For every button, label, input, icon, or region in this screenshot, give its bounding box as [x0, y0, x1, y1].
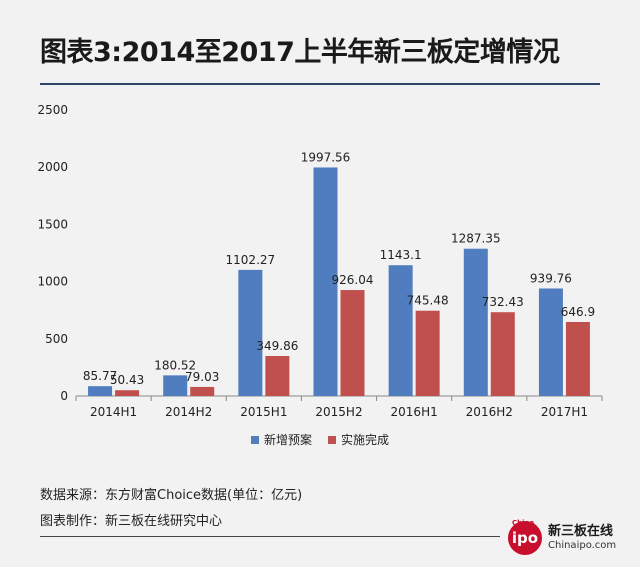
- bar-series-2: [415, 310, 440, 396]
- logo-small-text: China: [512, 519, 535, 527]
- bar-series-1: [388, 265, 413, 396]
- legend-swatch-series-1: [250, 435, 259, 444]
- bar-series-1: [88, 386, 113, 396]
- y-tick-label: 2500: [37, 103, 68, 117]
- y-tick-label: 1000: [37, 275, 68, 289]
- chart-title: 图表3:2014至2017上半年新三板定增情况: [40, 37, 560, 68]
- legend-item-series-2: 实施完成: [328, 431, 389, 448]
- y-tick-label: 0: [60, 389, 68, 403]
- x-tick-label: 2016H2: [466, 405, 513, 419]
- y-tick-label: 500: [45, 332, 68, 346]
- bar-series-1: [463, 248, 488, 396]
- data-label: 79.03: [185, 370, 219, 384]
- data-label: 50.43: [110, 373, 144, 387]
- brand-logo: ipo 新三板在线 Chinaipo.com: [508, 518, 628, 558]
- bar-series-1: [163, 375, 188, 396]
- x-tick-label: 2016H1: [391, 405, 438, 419]
- bar-series-2: [115, 390, 140, 396]
- logo-text: 新三板在线 Chinaipo.com: [548, 524, 617, 551]
- logo-name-cn: 新三板在线: [548, 524, 614, 540]
- bar-series-2: [190, 386, 215, 396]
- y-tick-label: 2000: [37, 160, 68, 174]
- legend-item-series-1: 新增预案: [250, 431, 312, 448]
- data-label: 926.04: [332, 273, 374, 287]
- logo-name-en: Chinaipo.com: [548, 539, 617, 551]
- bar-series-2: [265, 355, 290, 396]
- bar-series-2: [340, 290, 365, 396]
- logo-badge-icon: ipo: [508, 521, 542, 555]
- footer-divider: [40, 536, 500, 537]
- data-label: 1997.56: [301, 150, 351, 164]
- x-tick-label: 2015H2: [315, 405, 362, 419]
- title-divider: [40, 83, 600, 85]
- y-tick-label: 1500: [37, 217, 68, 231]
- data-label: 85.77: [83, 369, 117, 383]
- data-label: 1102.27: [226, 253, 276, 267]
- x-tick-label: 2014H2: [165, 405, 212, 419]
- data-label: 646.9: [561, 305, 595, 319]
- data-label: 1143.1: [380, 248, 422, 262]
- x-tick-label: 2015H1: [240, 405, 287, 419]
- data-label: 745.48: [407, 294, 449, 308]
- legend: 新增预案 实施完成: [0, 431, 640, 448]
- data-label: 732.43: [482, 295, 524, 309]
- chart-maker-note: 图表制作：新三板在线研究中心: [40, 514, 223, 529]
- x-tick-label: 2014H1: [90, 405, 137, 419]
- bar-series-1: [313, 167, 338, 396]
- legend-label-series-1: 新增预案: [263, 433, 312, 447]
- data-source-note: 数据来源：东方财富Choice数据(单位：亿元): [40, 488, 303, 503]
- bar-series-2: [565, 321, 590, 396]
- data-label: 349.86: [256, 339, 298, 353]
- x-tick-label: 2017H1: [541, 405, 588, 419]
- bar-series-2: [490, 312, 515, 396]
- bar-series-1: [238, 269, 263, 396]
- data-label: 1287.35: [451, 232, 501, 246]
- data-label: 939.76: [530, 271, 572, 285]
- legend-label-series-2: 实施完成: [341, 433, 390, 447]
- data-label: 180.52: [154, 358, 196, 372]
- bar-series-1: [538, 288, 563, 396]
- legend-swatch-series-2: [328, 435, 336, 444]
